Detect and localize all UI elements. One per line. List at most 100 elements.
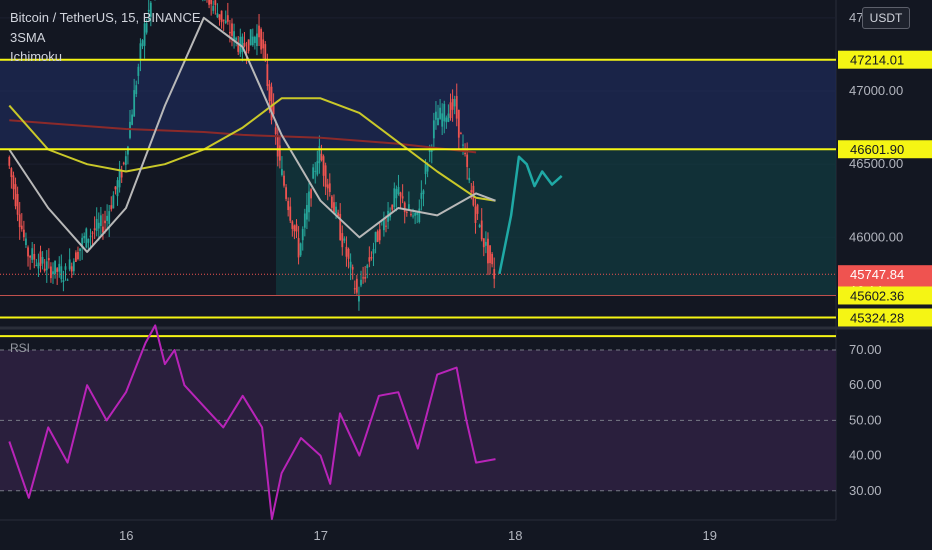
candle bbox=[493, 269, 496, 279]
level-price-badge[interactable] bbox=[838, 286, 932, 305]
candle bbox=[405, 211, 408, 213]
candle bbox=[422, 190, 425, 195]
candle bbox=[226, 15, 229, 22]
candle bbox=[268, 84, 271, 102]
candle bbox=[412, 215, 414, 217]
candle bbox=[297, 238, 300, 258]
candle bbox=[489, 245, 491, 264]
candle bbox=[251, 36, 254, 46]
candle bbox=[266, 64, 269, 87]
candle bbox=[237, 42, 240, 52]
candle bbox=[22, 229, 25, 238]
candle bbox=[426, 165, 429, 172]
candle bbox=[77, 251, 79, 260]
candle bbox=[104, 220, 106, 224]
candle bbox=[79, 248, 81, 251]
candle bbox=[208, 0, 210, 5]
candle bbox=[99, 215, 102, 227]
candle bbox=[347, 248, 350, 259]
candle bbox=[133, 90, 136, 117]
indicator-ichimoku[interactable]: Ichimoku bbox=[10, 49, 63, 64]
candle bbox=[301, 228, 304, 241]
candle bbox=[39, 251, 42, 266]
candle bbox=[37, 262, 40, 269]
candle bbox=[285, 187, 287, 199]
candle bbox=[116, 180, 119, 197]
candle bbox=[420, 192, 423, 199]
candle bbox=[318, 146, 321, 164]
candle bbox=[414, 212, 417, 216]
candle bbox=[333, 202, 335, 213]
currency-button[interactable]: USDT bbox=[862, 7, 910, 29]
candle bbox=[131, 114, 133, 125]
candle bbox=[491, 253, 494, 265]
candle bbox=[383, 218, 385, 231]
candle bbox=[147, 9, 150, 12]
candle bbox=[374, 232, 377, 243]
candle bbox=[391, 204, 394, 210]
sma-mid-line bbox=[8, 97, 496, 202]
candle bbox=[145, 23, 148, 33]
candle bbox=[12, 175, 15, 190]
candle bbox=[466, 154, 469, 167]
candle bbox=[416, 212, 419, 216]
candle bbox=[214, 0, 217, 6]
candle bbox=[443, 103, 446, 122]
candle bbox=[54, 260, 56, 274]
candle bbox=[385, 225, 387, 227]
candle bbox=[445, 117, 448, 123]
candle bbox=[484, 241, 487, 246]
candle bbox=[476, 204, 479, 214]
indicator-3sma[interactable]: 3SMA bbox=[10, 30, 46, 45]
candle bbox=[31, 248, 34, 260]
sma-fast-line bbox=[8, 16, 496, 253]
candle bbox=[62, 280, 65, 283]
candle bbox=[293, 225, 296, 232]
candle bbox=[216, 13, 219, 18]
candle bbox=[118, 168, 121, 188]
candle bbox=[56, 268, 59, 272]
candle bbox=[231, 23, 233, 36]
candle bbox=[435, 111, 437, 120]
candle bbox=[58, 263, 61, 272]
candle bbox=[70, 266, 73, 272]
time-tick-label: 18 bbox=[508, 528, 522, 543]
candle bbox=[14, 184, 17, 207]
candle bbox=[52, 271, 54, 275]
level-price-badge[interactable] bbox=[838, 140, 932, 159]
level-price-badge[interactable] bbox=[838, 308, 932, 327]
price-tick-label: 46500.00 bbox=[849, 156, 903, 171]
candle bbox=[432, 120, 435, 139]
candle bbox=[27, 247, 29, 257]
candle bbox=[110, 205, 113, 210]
candle bbox=[393, 188, 396, 208]
candle bbox=[124, 156, 127, 165]
candle bbox=[366, 265, 369, 268]
candle bbox=[487, 238, 489, 264]
candle bbox=[16, 194, 19, 215]
candle bbox=[447, 113, 450, 122]
level-price-badge[interactable] bbox=[838, 50, 932, 69]
candle bbox=[345, 246, 348, 257]
candle bbox=[89, 235, 92, 237]
candle bbox=[262, 39, 265, 49]
candle bbox=[253, 36, 256, 43]
candle bbox=[50, 266, 52, 279]
candle bbox=[247, 39, 250, 52]
candle bbox=[397, 186, 400, 195]
candle bbox=[455, 96, 458, 119]
candle bbox=[355, 278, 358, 293]
candle bbox=[399, 192, 402, 197]
candle bbox=[85, 228, 88, 248]
current-price-value: 45747.84 bbox=[850, 267, 904, 282]
candle bbox=[93, 228, 96, 231]
candle bbox=[91, 232, 94, 234]
rsi-tick-label: 40.00 bbox=[849, 448, 882, 463]
candle bbox=[102, 226, 104, 233]
price-tick-label: 46000.00 bbox=[849, 229, 903, 244]
candle bbox=[260, 29, 263, 50]
candle bbox=[339, 213, 342, 240]
candle bbox=[245, 51, 248, 53]
candle bbox=[74, 252, 77, 262]
